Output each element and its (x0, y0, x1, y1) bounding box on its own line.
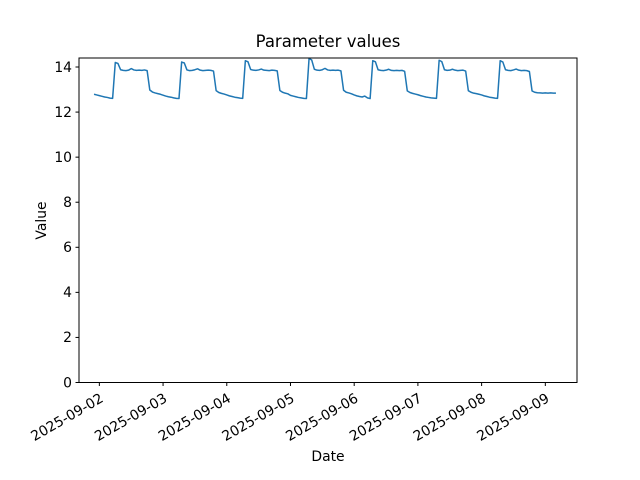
plot-area: 024681012142025-09-022025-09-032025-09-0… (28, 57, 578, 445)
y-tick-label: 12 (54, 105, 72, 121)
x-axis-label: Date (311, 449, 344, 465)
data-line-parameter-values (93, 57, 556, 100)
x-tick-label: 2025-09-09 (474, 391, 552, 445)
y-tick-label: 10 (54, 150, 72, 166)
y-tick-label: 14 (54, 60, 72, 76)
chart-title: Parameter values (256, 32, 401, 51)
axes-spines (78, 57, 578, 383)
y-tick-label: 2 (63, 330, 72, 346)
y-axis-label: Value (34, 201, 50, 239)
y-tick-label: 8 (63, 195, 72, 211)
y-tick-label: 4 (63, 285, 72, 301)
y-tick-label: 0 (63, 375, 72, 391)
y-tick-label: 6 (63, 240, 72, 256)
